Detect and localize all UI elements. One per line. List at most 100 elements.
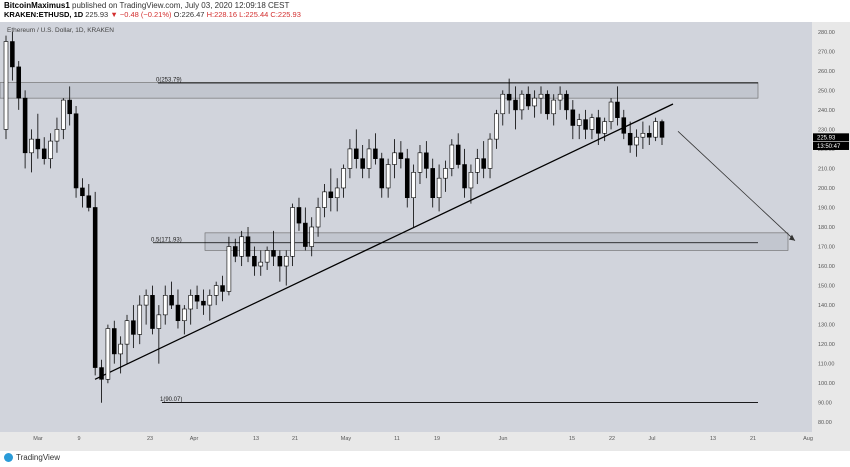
candle-body[interactable] xyxy=(86,195,92,208)
tradingview-logo[interactable]: TradingView xyxy=(4,453,60,462)
candle-body[interactable] xyxy=(570,109,576,126)
candle-body[interactable] xyxy=(659,121,665,138)
candle-body[interactable] xyxy=(213,285,219,296)
candle-body[interactable] xyxy=(182,308,187,322)
projection-arrow[interactable] xyxy=(677,131,796,241)
candle-body[interactable] xyxy=(532,97,537,107)
candle-body[interactable] xyxy=(430,168,435,199)
candle-body[interactable] xyxy=(111,328,117,355)
price-axis[interactable] xyxy=(812,22,850,432)
candle-body[interactable] xyxy=(16,66,22,99)
candle-body[interactable] xyxy=(334,187,340,199)
candle-body[interactable] xyxy=(621,117,627,134)
candle-body[interactable] xyxy=(48,140,53,159)
candle-body[interactable] xyxy=(188,295,193,310)
candle-body[interactable] xyxy=(41,148,47,159)
resistance-zone[interactable] xyxy=(0,82,759,99)
candle-body[interactable] xyxy=(175,304,181,322)
candle-body[interactable] xyxy=(239,236,244,257)
candle-body[interactable] xyxy=(258,261,264,267)
candle-body[interactable] xyxy=(468,172,474,189)
candle-body[interactable] xyxy=(481,158,486,169)
candle-body[interactable] xyxy=(315,207,321,228)
candle-body[interactable] xyxy=(131,320,136,335)
candle-body[interactable] xyxy=(296,207,302,224)
candle-body[interactable] xyxy=(494,113,499,140)
candle-body[interactable] xyxy=(99,367,104,380)
candle-body[interactable] xyxy=(525,93,531,107)
candle-body[interactable] xyxy=(500,93,506,115)
candle-body[interactable] xyxy=(271,250,276,257)
candle-body[interactable] xyxy=(290,207,295,257)
candle-body[interactable] xyxy=(264,250,270,263)
candle-body[interactable] xyxy=(360,158,365,169)
candle-body[interactable] xyxy=(118,343,123,355)
candle-body[interactable] xyxy=(22,97,28,154)
candle-body[interactable] xyxy=(385,164,391,189)
candle-body[interactable] xyxy=(283,255,289,267)
candle-body[interactable] xyxy=(506,93,512,101)
candle-body[interactable] xyxy=(245,236,251,257)
candle-body[interactable] xyxy=(449,144,455,169)
candle-body[interactable] xyxy=(640,132,646,138)
candle-body[interactable] xyxy=(156,314,162,329)
candle-body[interactable] xyxy=(303,222,308,247)
candle-body[interactable] xyxy=(10,41,15,68)
candle-body[interactable] xyxy=(634,136,639,146)
candle-body[interactable] xyxy=(462,164,467,189)
candle-body[interactable] xyxy=(54,129,60,142)
candle-body[interactable] xyxy=(226,246,232,292)
candle-body[interactable] xyxy=(475,158,480,173)
candle-body[interactable] xyxy=(417,152,423,173)
candle-body[interactable] xyxy=(105,328,111,380)
resistance-zone[interactable] xyxy=(204,232,789,251)
candle-body[interactable] xyxy=(35,138,41,150)
candle-body[interactable] xyxy=(347,148,353,169)
candle-body[interactable] xyxy=(608,101,614,122)
candle-body[interactable] xyxy=(61,99,66,130)
candle-body[interactable] xyxy=(137,304,143,335)
candle-body[interactable] xyxy=(627,132,633,146)
candle-body[interactable] xyxy=(392,152,397,165)
candle-body[interactable] xyxy=(73,113,79,189)
candle-body[interactable] xyxy=(436,177,442,199)
chart-area[interactable]: 0(253.79) 0.5(171.93) 1(90.07) 80.00 90.00 1… xyxy=(0,22,850,459)
candle-body[interactable] xyxy=(67,99,72,115)
candle-body[interactable] xyxy=(169,295,174,306)
candle-body[interactable] xyxy=(379,158,385,189)
candle-body[interactable] xyxy=(545,93,550,115)
candlestick-chart[interactable]: 0(253.79) 0.5(171.93) 1(90.07) 80.00 90.00 1… xyxy=(0,22,850,459)
candle-body[interactable] xyxy=(220,285,225,292)
candle-body[interactable] xyxy=(309,226,314,247)
candle-body[interactable] xyxy=(519,93,525,111)
candle-body[interactable] xyxy=(80,187,85,197)
candle-body[interactable] xyxy=(124,320,130,345)
candle-body[interactable] xyxy=(322,191,327,208)
author-name[interactable]: BitcoinMaximus1 xyxy=(4,1,70,10)
candle-body[interactable] xyxy=(487,138,493,169)
candle-body[interactable] xyxy=(341,168,346,189)
candle-body[interactable] xyxy=(373,148,378,159)
candle-body[interactable] xyxy=(513,99,518,111)
candle-body[interactable] xyxy=(443,168,448,179)
candle-body[interactable] xyxy=(29,138,34,154)
candle-body[interactable] xyxy=(646,132,652,138)
candle-body[interactable] xyxy=(455,144,461,165)
candle-body[interactable] xyxy=(3,41,9,130)
candle-body[interactable] xyxy=(92,207,98,368)
candle-body[interactable] xyxy=(551,99,557,115)
price-label-box[interactable] xyxy=(813,133,849,142)
candle-body[interactable] xyxy=(277,255,283,267)
candle-body[interactable] xyxy=(576,119,582,126)
candle-body[interactable] xyxy=(411,172,416,199)
candle-body[interactable] xyxy=(596,117,601,134)
candle-body[interactable] xyxy=(583,119,588,130)
candle-body[interactable] xyxy=(150,295,155,329)
candle-body[interactable] xyxy=(162,295,168,316)
candle-body[interactable] xyxy=(615,101,620,118)
candle-body[interactable] xyxy=(424,152,429,169)
candle-body[interactable] xyxy=(252,255,257,267)
candle-body[interactable] xyxy=(194,295,200,302)
candle-body[interactable] xyxy=(143,295,149,306)
candle-body[interactable] xyxy=(354,148,359,159)
